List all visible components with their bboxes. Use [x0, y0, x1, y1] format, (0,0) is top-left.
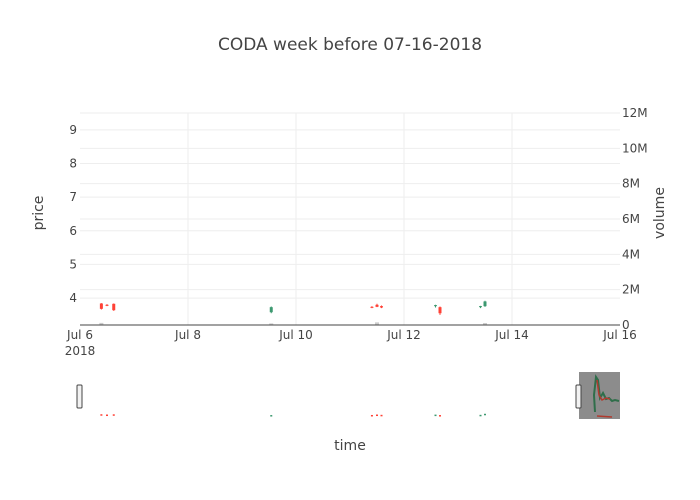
range-slider-candle [376, 414, 378, 417]
y2-axis-title: volume [652, 187, 668, 239]
y2-tick-label: 6M [622, 212, 640, 226]
range-slider-candles [100, 413, 486, 417]
y2-tick-label: 8M [622, 177, 640, 191]
candle-body[interactable] [269, 307, 273, 313]
y2-tick-label: 12M [622, 106, 648, 120]
range-slider-masked-base [596, 415, 613, 418]
range-slider[interactable] [76, 372, 620, 419]
chart-title: CODA week before 07-16-2018 [218, 35, 482, 55]
range-slider-right-handle[interactable] [575, 384, 582, 409]
candle-body[interactable] [434, 305, 437, 307]
x-year-label: 2018 [65, 344, 96, 358]
range-slider-candle [434, 414, 437, 417]
x-axis-title: time [334, 438, 366, 454]
candle-body[interactable] [112, 303, 116, 311]
y-tick-label: 8 [69, 156, 77, 170]
y2-tick-label: 0 [622, 318, 630, 332]
x-tick-label: Jul 12 [386, 328, 421, 342]
y-tick-label: 6 [69, 224, 77, 238]
x-tick-label: Jul 14 [494, 328, 529, 342]
range-slider-candle [439, 415, 441, 417]
x-tick-label: Jul 6 [66, 328, 93, 342]
y-tick-label: 4 [69, 291, 77, 305]
x-tick-label: Jul 16 [602, 328, 637, 342]
candle-layer[interactable] [99, 300, 487, 315]
range-slider-candle [100, 414, 103, 416]
candle-body[interactable] [479, 306, 482, 308]
y2-tick-label: 10M [622, 141, 648, 155]
y-tick-label: 7 [69, 190, 77, 204]
y2-tick-label: 2M [622, 283, 640, 297]
grid-layer [80, 112, 620, 325]
range-slider-candle [479, 414, 482, 417]
range-slider-left-handle[interactable] [76, 384, 83, 409]
range-slider-candle [484, 413, 486, 416]
range-slider-candle [112, 414, 115, 416]
candle-body[interactable] [105, 304, 109, 306]
range-slider-masked-trace [592, 374, 620, 413]
y-tick-label: 9 [69, 123, 77, 137]
volume-bar [375, 322, 379, 325]
range-slider-track[interactable] [80, 372, 620, 419]
volume-layer [99, 322, 487, 325]
range-slider-candle [270, 415, 273, 417]
range-slider-masked-trace-down [596, 379, 611, 401]
y-tick-label: 5 [69, 257, 77, 271]
candle-body[interactable] [99, 303, 103, 309]
candle-body[interactable] [483, 301, 487, 307]
x-tick-label: Jul 8 [174, 328, 201, 342]
volume-bar [269, 323, 274, 325]
volume-bar [483, 323, 487, 325]
range-slider-candle [380, 414, 383, 417]
candle-body[interactable] [380, 306, 383, 308]
candle-body[interactable] [375, 304, 379, 307]
range-slider-candle [370, 414, 373, 417]
volume-bar [99, 322, 104, 325]
axis-layer: 4 5 6 7 8 9 0 2M 4M 6M 8M 10M 12M Jul 6 Jul 8 Jul 10 Jul… [65, 106, 648, 358]
range-slider-candle [106, 414, 108, 417]
candle-body[interactable] [438, 307, 442, 314]
y-axis-title: price [31, 196, 47, 231]
candle-body[interactable] [370, 306, 374, 308]
x-tick-label: Jul 10 [278, 328, 313, 342]
y2-tick-label: 4M [622, 247, 640, 261]
